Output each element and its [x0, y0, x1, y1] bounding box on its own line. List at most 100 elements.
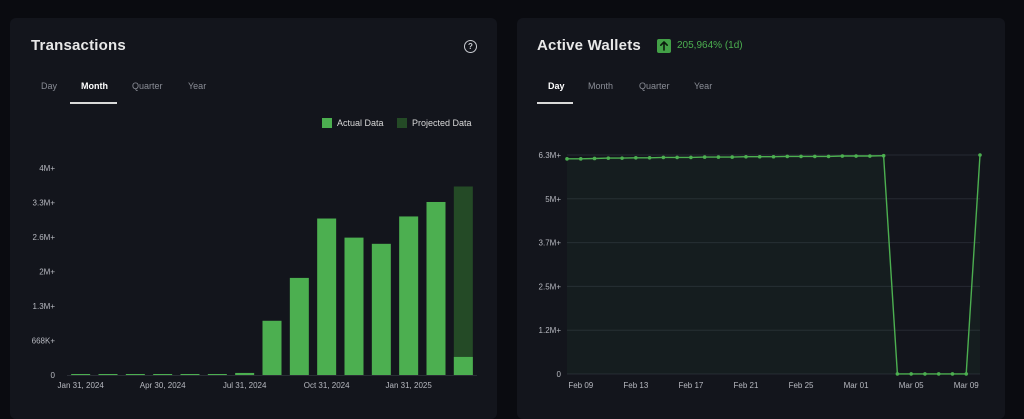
- active-wallets-area-chart: 0 1.2M+ 2.5M+ 3.7M+ 5M+ 6.3M+ Feb 09 Feb 13 Feb …: [539, 151, 982, 390]
- x-tick-label: Mar 05: [899, 381, 924, 390]
- tab-year[interactable]: Year: [694, 81, 713, 91]
- y-tick-label: 2.6M+: [33, 233, 56, 242]
- data-point: [785, 154, 790, 159]
- transactions-bar-chart: 0 668K+ 1.3M+ 2M+ 2.6M+ 3.3M+ 4M+ Jan 31, 2024 A…: [32, 164, 477, 390]
- data-point: [647, 155, 652, 160]
- y-tick-label: 5M+: [545, 195, 561, 204]
- data-point: [826, 154, 831, 159]
- actual-bar: [262, 320, 282, 375]
- x-tick-label: Mar 09: [954, 381, 979, 390]
- transactions-panel: Transactions ? Day Month Quarter Year Ac…: [10, 18, 497, 419]
- data-point: [606, 156, 611, 160]
- x-tick-label: Feb 09: [568, 381, 593, 390]
- x-tick-label: Jul 31, 2024: [223, 381, 267, 390]
- data-point: [936, 372, 941, 376]
- data-point: [964, 372, 969, 376]
- actual-bar: [399, 216, 419, 375]
- data-point: [950, 372, 955, 376]
- data-point: [620, 156, 624, 160]
- actual-bar: [453, 356, 473, 375]
- y-tick-label: 0: [51, 371, 56, 380]
- tab-day[interactable]: Day: [548, 81, 565, 91]
- x-tick-label: Feb 25: [789, 381, 814, 390]
- transactions-title: Transactions: [31, 37, 126, 54]
- data-point: [813, 154, 817, 159]
- data-point: [661, 155, 666, 160]
- data-point: [868, 154, 872, 158]
- x-tick-label: Mar 01: [844, 381, 869, 390]
- actual-bar: [153, 374, 173, 375]
- x-tick-label: Feb 17: [678, 381, 703, 390]
- x-tick-label: Jan 31, 2025: [386, 381, 433, 390]
- data-point: [978, 153, 982, 157]
- tab-quarter[interactable]: Quarter: [132, 81, 163, 91]
- x-tick-label: Oct 31, 2024: [304, 381, 350, 390]
- y-tick-label: 2M+: [39, 268, 55, 277]
- actual-bar: [371, 243, 391, 375]
- data-point: [716, 155, 721, 159]
- actual-bar: [180, 374, 200, 375]
- y-tick-label: 668K+: [32, 337, 56, 346]
- legend-swatch-projected: [397, 118, 407, 128]
- active-wallets-panel: Active Wallets 205,964% (1d) Day Month Q…: [517, 18, 1005, 419]
- y-tick-label: 1.3M+: [33, 302, 56, 311]
- data-point: [799, 154, 803, 159]
- actual-bar: [289, 277, 309, 375]
- data-point: [689, 155, 693, 160]
- actual-bar: [207, 374, 227, 375]
- data-point: [854, 154, 858, 158]
- data-point: [675, 155, 679, 160]
- actual-bar: [235, 372, 255, 375]
- x-tick-label: Feb 13: [623, 381, 648, 390]
- data-point: [634, 155, 638, 160]
- data-point: [744, 154, 748, 159]
- x-tick-label: Feb 21: [734, 381, 759, 390]
- data-point: [702, 155, 707, 159]
- actual-bar: [98, 374, 118, 375]
- tab-month[interactable]: Month: [588, 81, 614, 91]
- wallets-tabs: Day Month Quarter Year: [537, 81, 757, 105]
- data-point: [757, 154, 762, 159]
- active-wallets-title: Active Wallets: [537, 37, 641, 54]
- tab-quarter[interactable]: Quarter: [639, 81, 670, 91]
- actual-bar: [125, 374, 145, 375]
- projected-bar: [453, 186, 473, 375]
- y-tick-label: 4M+: [39, 164, 55, 173]
- active-tab-underline: [70, 102, 117, 104]
- data-point: [565, 157, 569, 161]
- chart-legend: Actual Data Projected Data: [322, 117, 477, 131]
- actual-bar: [426, 201, 446, 375]
- tab-day[interactable]: Day: [41, 81, 58, 91]
- area-fill: [567, 155, 980, 374]
- legend-label-projected: Projected Data: [412, 118, 472, 128]
- transactions-tabs: Day Month Quarter Year: [31, 81, 251, 105]
- tab-year[interactable]: Year: [188, 81, 207, 91]
- y-tick-label: 1.2M+: [539, 326, 562, 335]
- data-point: [578, 157, 583, 161]
- y-tick-label: 3.3M+: [33, 199, 56, 208]
- change-badge-text: 205,964% (1d): [677, 40, 743, 51]
- y-tick-label: 2.5M+: [539, 282, 562, 291]
- x-tick-label: Apr 30, 2024: [140, 381, 186, 390]
- y-tick-label: 0: [557, 370, 562, 379]
- data-point: [895, 372, 900, 376]
- data-point: [730, 155, 734, 159]
- data-point: [771, 154, 776, 159]
- tab-month[interactable]: Month: [81, 81, 108, 91]
- actual-bar: [317, 218, 337, 375]
- legend-swatch-actual: [322, 118, 332, 128]
- y-tick-label: 3.7M+: [539, 239, 562, 248]
- help-icon[interactable]: ?: [464, 40, 477, 53]
- data-point: [840, 154, 845, 158]
- actual-bar: [344, 237, 364, 375]
- y-tick-label: 6.3M+: [539, 151, 562, 160]
- data-point: [881, 153, 886, 158]
- data-point: [909, 372, 913, 376]
- arrow-up-icon: [657, 39, 671, 53]
- data-point: [592, 156, 597, 161]
- legend-label-actual: Actual Data: [337, 118, 384, 128]
- active-tab-underline: [537, 102, 573, 104]
- x-tick-label: Jan 31, 2024: [58, 381, 105, 390]
- data-point: [923, 372, 927, 376]
- actual-bar: [71, 374, 91, 375]
